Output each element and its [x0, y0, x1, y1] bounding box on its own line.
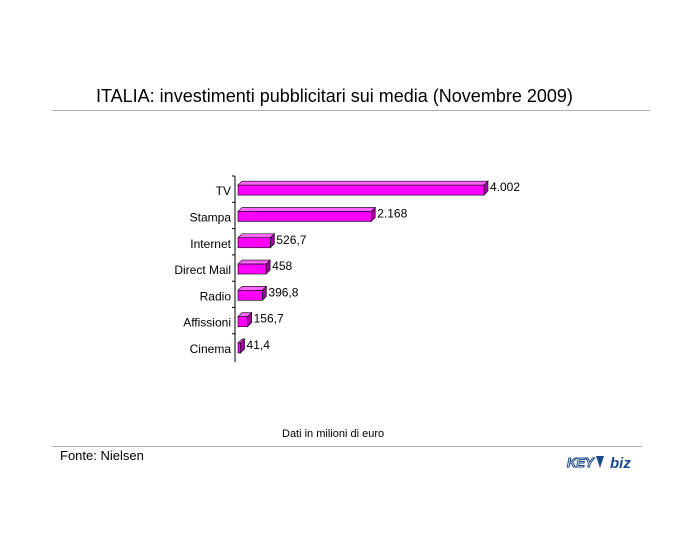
value-label: 41,4	[247, 338, 271, 352]
value-label: 458	[272, 259, 292, 273]
bar-cinema	[237, 342, 241, 354]
svg-text:biz: biz	[610, 455, 631, 472]
bar-top-direct-mail	[237, 259, 271, 265]
value-label: 396,8	[268, 285, 298, 299]
bottom-divider	[52, 446, 642, 447]
value-label: 526,7	[276, 233, 306, 247]
value-label: 156,7	[254, 312, 284, 326]
bar-direct-mail	[237, 263, 267, 275]
bar-radio	[237, 290, 263, 301]
units-note: Dati in milioni di euro	[282, 428, 385, 440]
top-divider	[52, 110, 650, 111]
bar-internet	[237, 237, 271, 249]
bar-affissioni	[237, 316, 248, 327]
bar-top-tv	[237, 180, 489, 186]
category-label: TV	[216, 184, 231, 198]
bar-top-internet	[237, 233, 276, 239]
category-label: Direct Mail	[174, 263, 231, 277]
category-label: Cinema	[190, 342, 232, 356]
value-label: 2.168	[377, 206, 407, 220]
category-label: Affissioni	[183, 316, 231, 330]
value-label: 4.002	[490, 180, 520, 194]
svg-text:KEY: KEY	[567, 455, 595, 470]
page-title: ITALIA: investimenti pubblicitari sui me…	[96, 86, 573, 106]
bar-stampa	[237, 211, 372, 222]
category-label: Radio	[200, 289, 232, 303]
category-label: Internet	[190, 237, 231, 251]
bar-top-radio	[237, 286, 268, 291]
bar-tv	[237, 184, 485, 196]
category-label: Stampa	[190, 210, 232, 224]
source-text: Fonte: Nielsen	[60, 448, 144, 463]
bar-top-stampa	[237, 207, 376, 212]
key4biz-logo: KEY biz	[566, 452, 642, 473]
